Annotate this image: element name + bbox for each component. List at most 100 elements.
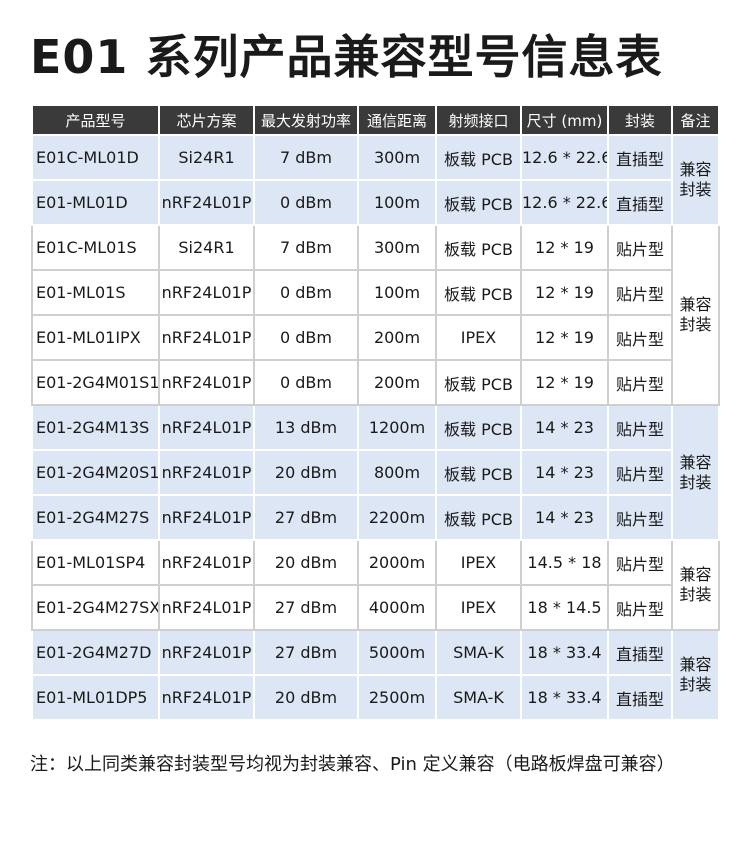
table-row: E01-ML01D nRF24L01P 0 dBm 100m 板载 PCB 12.6 * … — [31, 179, 719, 226]
cell-power: 13 dBm — [253, 404, 359, 451]
cell-size: 14.5 * 18 — [520, 539, 609, 586]
cell-package: 贴片型 — [607, 539, 673, 586]
cell-size: 14 * 23 — [520, 404, 609, 451]
cell-rf: SMA-K — [435, 629, 522, 676]
cell-range: 4000m — [357, 584, 437, 631]
cell-package: 直插型 — [607, 674, 673, 721]
cell-power: 0 dBm — [253, 359, 359, 406]
cell-rf: IPEX — [435, 314, 522, 361]
cell-model: E01C-ML01D — [31, 134, 160, 181]
cell-range: 2000m — [357, 539, 437, 586]
cell-power: 7 dBm — [253, 134, 359, 181]
cell-package: 贴片型 — [607, 224, 673, 271]
cell-model: E01-2G4M27S — [31, 494, 160, 541]
cell-model: E01-ML01IPX — [31, 314, 160, 361]
header-note: 备注 — [671, 104, 720, 136]
cell-package: 直插型 — [607, 629, 673, 676]
cell-power: 20 dBm — [253, 674, 359, 721]
cell-package: 贴片型 — [607, 269, 673, 316]
cell-chip: nRF24L01P — [158, 584, 255, 631]
cell-range: 5000m — [357, 629, 437, 676]
cell-note: 兼容 封装 — [671, 224, 720, 406]
cell-power: 7 dBm — [253, 224, 359, 271]
cell-range: 2200m — [357, 494, 437, 541]
cell-model: E01-2G4M01S1B — [31, 359, 160, 406]
cell-model: E01-ML01SP4 — [31, 539, 160, 586]
cell-range: 800m — [357, 449, 437, 496]
note-line: 兼容 — [679, 565, 712, 584]
header-range: 通信距离 — [357, 104, 437, 136]
header-rf: 射频接口 — [435, 104, 522, 136]
cell-size: 12 * 19 — [520, 314, 609, 361]
cell-package: 直插型 — [607, 179, 673, 226]
cell-rf: IPEX — [435, 584, 522, 631]
cell-chip: Si24R1 — [158, 224, 255, 271]
note-line: 封装 — [679, 585, 712, 604]
cell-size: 12 * 19 — [520, 359, 609, 406]
cell-rf: 板载 PCB — [435, 494, 522, 541]
cell-size: 14 * 23 — [520, 494, 609, 541]
cell-chip: nRF24L01P — [158, 359, 255, 406]
cell-rf: 板载 PCB — [435, 224, 522, 271]
header-size: 尺寸 (mm) — [520, 104, 609, 136]
table-row: E01-2G4M27D nRF24L01P 27 dBm 5000m SMA-K 18 *… — [31, 629, 720, 721]
cell-rf: SMA-K — [435, 674, 522, 721]
cell-range: 300m — [357, 224, 437, 271]
note-line: 兼容 — [679, 452, 712, 472]
table-row: E01C-ML01S Si24R1 7 dBm 300m 板载 PCB 12 * 19 贴片… — [31, 224, 720, 406]
cell-size: 12 * 19 — [520, 224, 609, 271]
cell-range: 200m — [357, 314, 437, 361]
note-line: 兼容 — [679, 655, 712, 674]
cell-size: 14 * 23 — [520, 449, 609, 496]
table-row: E01C-ML01D Si24R1 7 dBm 300m 板载 PCB 12.6 * 22… — [31, 134, 720, 226]
cell-package: 贴片型 — [607, 404, 673, 451]
cell-chip: nRF24L01P — [158, 179, 255, 226]
cell-power: 0 dBm — [253, 269, 359, 316]
note-line: 封装 — [679, 315, 712, 334]
table-row: E01-2G4M27S nRF24L01P 27 dBm 2200m 板载 PCB 14 … — [31, 494, 719, 541]
cell-range: 100m — [357, 269, 437, 316]
cell-size: 18 * 14.5 — [520, 584, 609, 631]
header-model: 产品型号 — [31, 104, 160, 136]
cell-package: 直插型 — [607, 134, 673, 181]
note-line: 封装 — [679, 180, 712, 199]
cell-size: 18 * 33.4 — [520, 674, 609, 721]
cell-power: 0 dBm — [253, 314, 359, 361]
cell-power: 0 dBm — [253, 179, 359, 226]
cell-size: 12 * 19 — [520, 269, 609, 316]
cell-model: E01-2G4M20S1B — [31, 449, 160, 496]
cell-chip: nRF24L01P — [158, 269, 255, 316]
page-title: E01 系列产品兼容型号信息表 — [30, 30, 663, 84]
cell-range: 100m — [357, 179, 437, 226]
cell-model: E01-2G4M13S — [31, 404, 160, 451]
cell-chip: nRF24L01P — [158, 539, 255, 586]
table-row: E01-2G4M27SX nRF24L01P 27 dBm 4000m IPEX 18 *… — [31, 584, 719, 631]
cell-rf: IPEX — [435, 539, 522, 586]
compatibility-table: 产品型号 芯片方案 最大发射功率 通信距离 射频接口 尺寸 (mm) 封装 备注… — [31, 104, 720, 721]
table-row: E01-ML01IPX nRF24L01P 0 dBm 200m IPEX 12 * 19… — [31, 314, 719, 361]
header-power: 最大发射功率 — [253, 104, 359, 136]
note-line: 封装 — [679, 472, 712, 492]
cell-package: 贴片型 — [607, 494, 673, 541]
cell-power: 20 dBm — [253, 539, 359, 586]
cell-range: 200m — [357, 359, 437, 406]
cell-power: 27 dBm — [253, 629, 359, 676]
cell-size: 18 * 33.4 — [520, 629, 609, 676]
cell-model: E01-2G4M27SX — [31, 584, 160, 631]
cell-model: E01-2G4M27D — [31, 629, 160, 676]
cell-chip: Si24R1 — [158, 134, 255, 181]
table-row: E01-ML01DP5 nRF24L01P 20 dBm 2500m SMA-K 18 *… — [31, 674, 719, 721]
table-row: E01-ML01S nRF24L01P 0 dBm 100m 板载 PCB 12 * 19… — [31, 269, 719, 316]
cell-model: E01C-ML01S — [31, 224, 160, 271]
cell-model: E01-ML01DP5 — [31, 674, 160, 721]
cell-power: 20 dBm — [253, 449, 359, 496]
cell-chip: nRF24L01P — [158, 314, 255, 361]
table-body: E01C-ML01D Si24R1 7 dBm 300m 板载 PCB 12.6 * 22… — [31, 134, 720, 721]
cell-range: 1200m — [357, 404, 437, 451]
note-line: 兼容 — [679, 295, 712, 314]
cell-package: 贴片型 — [607, 449, 673, 496]
cell-package: 贴片型 — [607, 584, 673, 631]
cell-note: 兼容 封装 — [671, 629, 720, 721]
cell-size: 12.6 * 22.6 — [520, 134, 609, 181]
cell-package: 贴片型 — [607, 314, 673, 361]
